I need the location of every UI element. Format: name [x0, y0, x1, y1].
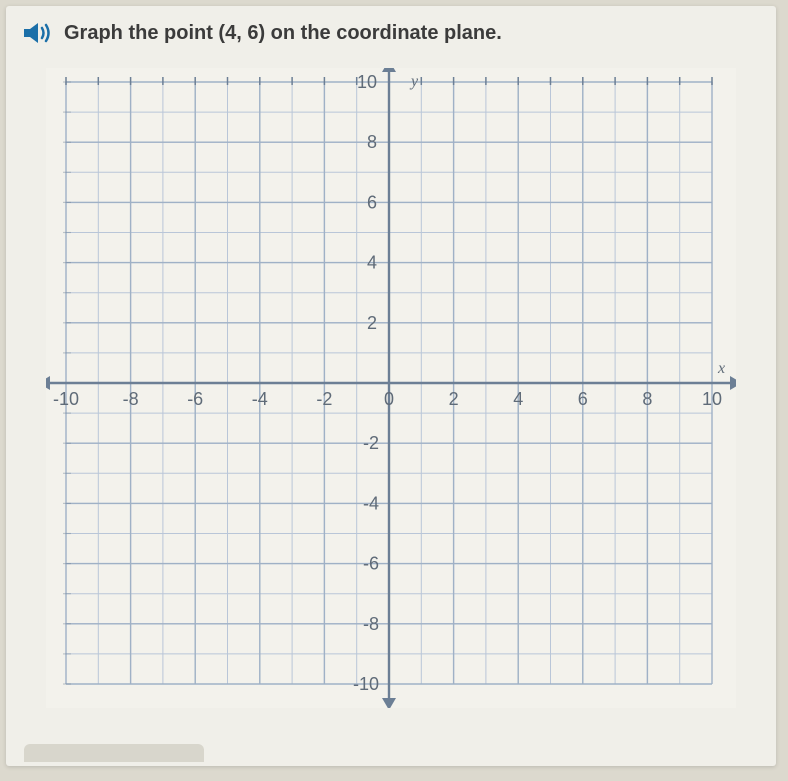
- svg-text:-10: -10: [53, 389, 79, 409]
- coordinate-plane[interactable]: y x -10 -8 -6 -4 -2 0 2 4 6 8 10 10 8 6 4 2 -2 -4 -6 -8 -10: [46, 68, 736, 708]
- svg-text:6: 6: [367, 192, 377, 212]
- grid-svg[interactable]: y x -10 -8 -6 -4 -2 0 2 4 6 8 10 10 8 6 4 2 -2 -4 -6 -8 -10: [46, 68, 736, 708]
- svg-text:8: 8: [367, 132, 377, 152]
- svg-text:-4: -4: [363, 493, 379, 513]
- decorative-shadow: [24, 744, 204, 762]
- speaker-icon[interactable]: [22, 20, 54, 46]
- svg-text:6: 6: [578, 389, 588, 409]
- svg-text:0: 0: [384, 389, 394, 409]
- svg-text:-6: -6: [363, 554, 379, 574]
- svg-text:2: 2: [367, 313, 377, 333]
- svg-text:4: 4: [367, 253, 377, 273]
- svg-text:8: 8: [642, 389, 652, 409]
- question-text: Graph the point (4, 6) on the coordinate…: [64, 22, 502, 45]
- worksheet-page: Graph the point (4, 6) on the coordinate…: [6, 6, 776, 766]
- svg-text:y: y: [409, 73, 419, 90]
- svg-text:10: 10: [357, 72, 377, 92]
- svg-text:-8: -8: [363, 614, 379, 634]
- svg-text:-6: -6: [187, 389, 203, 409]
- svg-text:-2: -2: [316, 389, 332, 409]
- svg-text:-10: -10: [353, 674, 379, 694]
- svg-text:-8: -8: [123, 389, 139, 409]
- svg-text:4: 4: [513, 389, 523, 409]
- svg-text:x: x: [717, 360, 725, 377]
- svg-text:-4: -4: [252, 389, 268, 409]
- svg-text:-2: -2: [363, 433, 379, 453]
- question-row: Graph the point (4, 6) on the coordinate…: [22, 20, 766, 46]
- svg-text:10: 10: [702, 389, 722, 409]
- svg-text:2: 2: [449, 389, 459, 409]
